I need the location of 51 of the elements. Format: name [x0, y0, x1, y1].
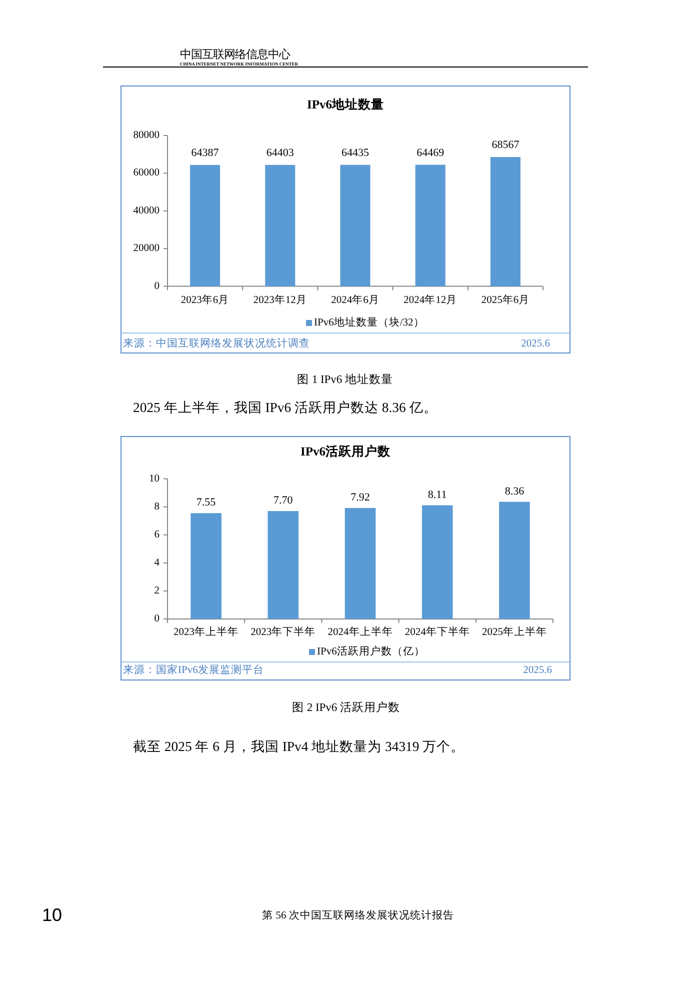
- x-tick-label: 2025年6月: [481, 294, 530, 306]
- x-tick-label: 2023年12月: [253, 294, 307, 306]
- legend-label: IPv6活跃用户数（亿）: [317, 644, 425, 658]
- y-tick-label: 80000: [133, 130, 160, 141]
- chart-title: IPv6地址数量: [307, 98, 384, 112]
- text: 2025 年上半年，我国 IPv6 活跃用户数达 8.36 亿。: [133, 400, 438, 415]
- x-tick-label: 2023年6月: [180, 294, 230, 306]
- y-tick-label: 60000: [133, 168, 160, 179]
- legend-label: IPv6地址数量（块/32）: [314, 316, 424, 328]
- bar: [265, 164, 296, 286]
- x-tick-label: 2024年下半年: [404, 625, 470, 638]
- text: 第 56 次中国互联网络发展状况统计报告: [262, 908, 454, 922]
- data-label: 7.70: [274, 494, 294, 507]
- data-label: 68567: [492, 139, 520, 152]
- data-label: 8.11: [428, 488, 447, 501]
- y-tick-label: 40000: [133, 205, 160, 216]
- caption: 图 1 IPv6 地址数量: [296, 373, 394, 386]
- x-tick-label: 2024年12月: [404, 294, 458, 306]
- source-note: 来源：中国互联网络发展状况统计调查: [123, 336, 310, 350]
- data-label: 8.36: [504, 485, 525, 498]
- bar: [415, 164, 446, 286]
- bar: [340, 164, 370, 286]
- data-label: 64387: [191, 146, 220, 159]
- y-tick-label: 4: [154, 557, 160, 568]
- x-tick-label: 2023年下半年: [250, 625, 316, 638]
- text: 中国互联网络信息中心: [180, 48, 290, 61]
- text: 2025.6: [521, 338, 550, 350]
- bar: [490, 157, 520, 286]
- y-tick-label: 20000: [133, 243, 160, 254]
- y-tick-label: 2: [154, 585, 160, 596]
- y-tick-label: 10: [149, 473, 160, 484]
- data-label: 7.55: [196, 496, 216, 509]
- y-tick-label: 0: [154, 614, 160, 624]
- data-label: 64435: [342, 146, 370, 159]
- y-tick-label: 6: [154, 529, 160, 540]
- x-tick-label: 2023年上半年: [174, 625, 239, 638]
- text: 截至 2025 年 6 月，我国 IPv4 地址数量为 34319 万个。: [133, 739, 465, 754]
- bar: [190, 164, 220, 286]
- caption: 图 2 IPv6 活跃用户数: [292, 700, 400, 714]
- source-note: 来源：国家IPv6发展监测平台: [123, 663, 264, 676]
- x-tick-label: 2024年6月: [331, 294, 380, 306]
- chart-title: IPv6活跃用户数: [300, 444, 392, 458]
- y-tick-label: 0: [154, 280, 160, 292]
- x-tick-label: 2024年上半年: [328, 625, 393, 638]
- data-label: 64403: [266, 146, 294, 159]
- text: 2025.6: [523, 665, 552, 676]
- data-label: 64469: [416, 146, 445, 159]
- x-tick-label: 2025年上半年: [482, 625, 547, 638]
- text: 10: [42, 905, 62, 925]
- y-tick-label: 8: [154, 501, 160, 512]
- data-label: 7.92: [350, 491, 370, 504]
